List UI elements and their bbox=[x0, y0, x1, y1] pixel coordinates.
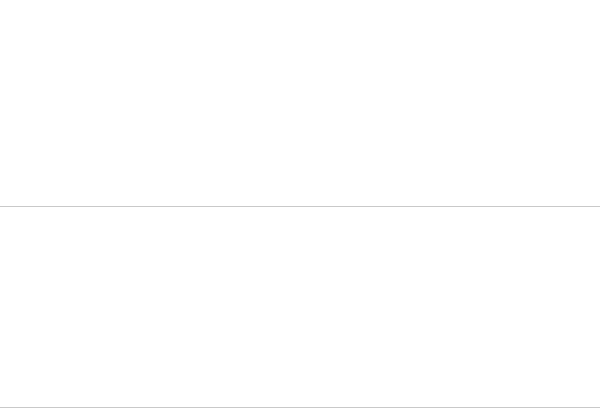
section-divider-top bbox=[0, 206, 600, 207]
daily-close-chart bbox=[0, 240, 300, 337]
section-divider-bottom bbox=[0, 407, 600, 408]
hourly-pivot-chart bbox=[300, 0, 600, 176]
hourly-macd-legend bbox=[42, 186, 295, 196]
daily-ma-legend bbox=[42, 228, 295, 238]
hourly-ma-legend bbox=[42, 19, 295, 29]
hourly-close-chart bbox=[0, 29, 300, 114]
hourly-pivot-legend bbox=[310, 179, 595, 189]
hourly-macd-chart bbox=[0, 114, 300, 186]
weekly-pivot-legend bbox=[310, 383, 595, 393]
weekly-pivot-chart bbox=[300, 220, 600, 382]
daily-macd-chart bbox=[0, 333, 300, 385]
daily-macd-legend bbox=[42, 388, 295, 398]
